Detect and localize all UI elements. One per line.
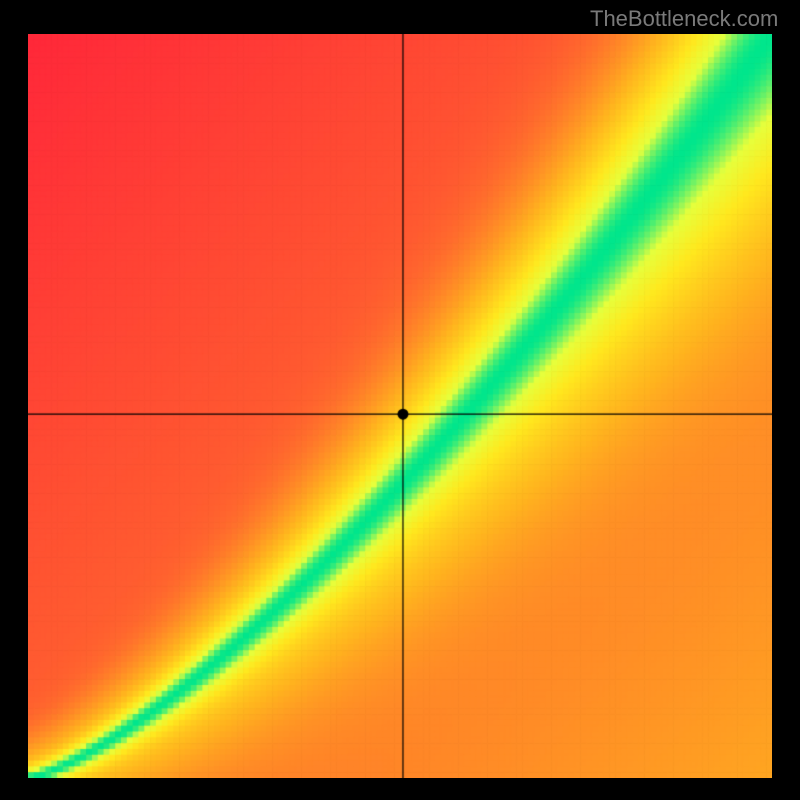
bottleneck-heatmap — [28, 34, 772, 778]
watermark-text: TheBottleneck.com — [590, 6, 778, 32]
chart-container: { "watermark": { "text": "TheBottleneck.… — [0, 0, 800, 800]
